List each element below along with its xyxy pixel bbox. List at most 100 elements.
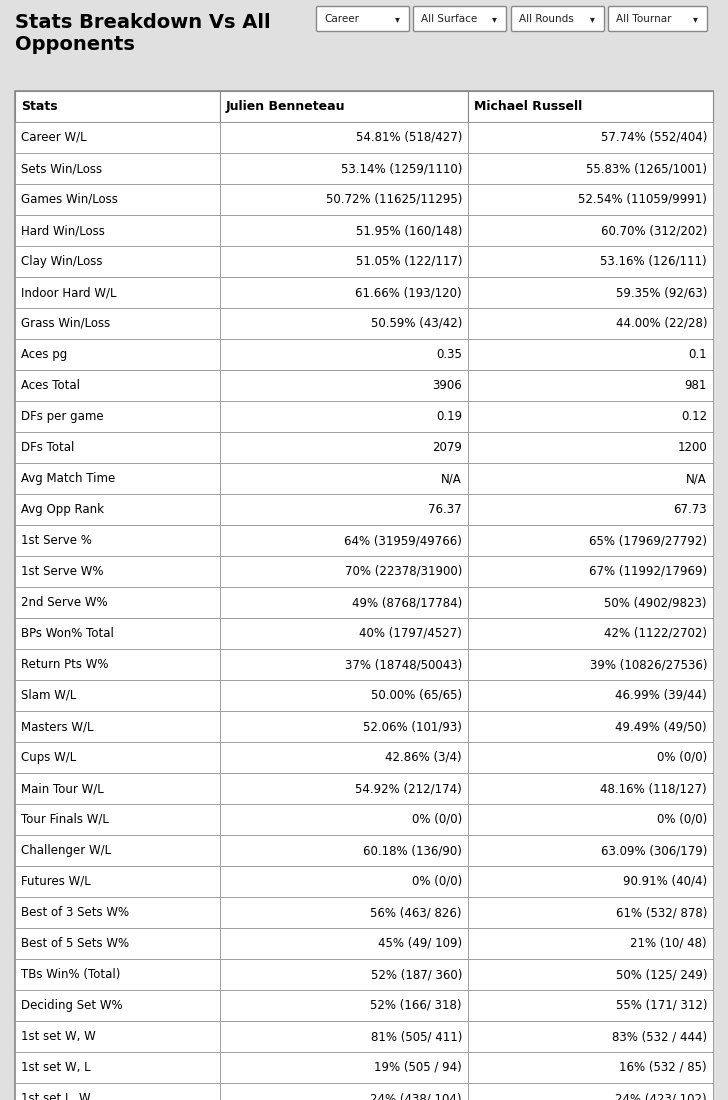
Bar [220,711,468,742]
Text: 50.59% (43/42): 50.59% (43/42) [371,317,462,330]
Text: TBs Win% (Total): TBs Win% (Total) [21,968,120,981]
Text: 70% (22378/31900): 70% (22378/31900) [344,565,462,578]
Bar [220,494,468,525]
Bar [468,587,713,618]
Text: 40% (1797/4527): 40% (1797/4527) [359,627,462,640]
Text: 24% (438/ 104): 24% (438/ 104) [371,1092,462,1100]
Bar [468,91,713,122]
Bar [15,370,220,402]
Bar [15,711,220,742]
Bar [220,804,468,835]
Bar [220,959,468,990]
Bar [220,308,468,339]
Text: Michael Russell: Michael Russell [474,100,582,113]
Text: 52.54% (11059/9991): 52.54% (11059/9991) [578,192,707,206]
Bar [15,246,220,277]
Text: 1st Serve W%: 1st Serve W% [21,565,103,578]
Text: Stats: Stats [21,100,58,113]
Text: Futures W/L: Futures W/L [21,874,91,888]
Text: 49% (8768/17784): 49% (8768/17784) [352,596,462,609]
Text: 51.95% (160/148): 51.95% (160/148) [355,224,462,236]
Bar [15,959,220,990]
Text: 0% (0/0): 0% (0/0) [412,874,462,888]
Text: Clay Win/Loss: Clay Win/Loss [21,255,103,268]
Text: 45% (49/ 109): 45% (49/ 109) [378,937,462,950]
Text: ▾: ▾ [693,14,698,24]
Text: 50.00% (65/65): 50.00% (65/65) [371,689,462,702]
Text: ▾: ▾ [395,14,400,24]
Text: 53.14% (1259/1110): 53.14% (1259/1110) [341,162,462,175]
Text: 51.05% (122/117): 51.05% (122/117) [355,255,462,268]
Text: N/A: N/A [687,472,707,485]
Bar [15,1021,220,1052]
Bar [15,463,220,494]
Bar [15,1052,220,1084]
Bar [468,649,713,680]
Text: Masters W/L: Masters W/L [21,720,93,733]
Bar [468,214,713,246]
Text: 19% (505 / 94): 19% (505 / 94) [374,1062,462,1074]
Text: 60.70% (312/202): 60.70% (312/202) [601,224,707,236]
Text: All Tournar: All Tournar [616,14,671,24]
Bar [220,618,468,649]
Text: N/A: N/A [441,472,462,485]
Bar [15,866,220,896]
Bar [220,1021,468,1052]
Text: Slam W/L: Slam W/L [21,689,76,702]
Text: 53.16% (126/111): 53.16% (126/111) [601,255,707,268]
Bar [468,308,713,339]
Bar [220,649,468,680]
Bar [15,308,220,339]
Bar [15,494,220,525]
Text: 1st set L, W: 1st set L, W [21,1092,90,1100]
Text: 981: 981 [684,379,707,392]
Bar [220,866,468,896]
Bar [15,835,220,866]
Bar [15,339,220,370]
Bar [468,525,713,556]
Text: Hard Win/Loss: Hard Win/Loss [21,224,105,236]
Bar [15,896,220,928]
Bar [468,370,713,402]
Text: 0.35: 0.35 [436,348,462,361]
Bar [15,184,220,214]
Bar [220,339,468,370]
Text: 1st set W, L: 1st set W, L [21,1062,90,1074]
Bar [15,680,220,711]
Text: 0% (0/0): 0% (0/0) [412,813,462,826]
Bar [220,246,468,277]
Text: 16% (532 / 85): 16% (532 / 85) [620,1062,707,1074]
Bar [468,618,713,649]
Bar [468,680,713,711]
Text: Sets Win/Loss: Sets Win/Loss [21,162,102,175]
Bar [15,990,220,1021]
Text: Return Pts W%: Return Pts W% [21,658,108,671]
Bar [220,525,468,556]
Text: Career: Career [324,14,359,24]
Bar [15,277,220,308]
Text: 0% (0/0): 0% (0/0) [657,751,707,764]
Text: 81% (505/ 411): 81% (505/ 411) [371,1030,462,1043]
Text: 0% (0/0): 0% (0/0) [657,813,707,826]
Text: 90.91% (40/4): 90.91% (40/4) [623,874,707,888]
Bar [15,556,220,587]
Text: Games Win/Loss: Games Win/Loss [21,192,118,206]
Bar [468,246,713,277]
Bar [220,680,468,711]
Bar [220,1052,468,1084]
Text: 52% (166/ 318): 52% (166/ 318) [371,999,462,1012]
Text: 37% (18748/50043): 37% (18748/50043) [345,658,462,671]
Bar [220,91,468,122]
Bar [15,1084,220,1100]
Bar [220,122,468,153]
Bar [220,587,468,618]
Bar [220,990,468,1021]
Text: 49.49% (49/50): 49.49% (49/50) [615,720,707,733]
Text: 60.18% (136/90): 60.18% (136/90) [363,844,462,857]
Text: 1st Serve %: 1st Serve % [21,534,92,547]
Text: 67.73: 67.73 [673,503,707,516]
Bar [15,618,220,649]
Bar [15,91,220,122]
Bar [468,928,713,959]
Bar [468,1084,713,1100]
